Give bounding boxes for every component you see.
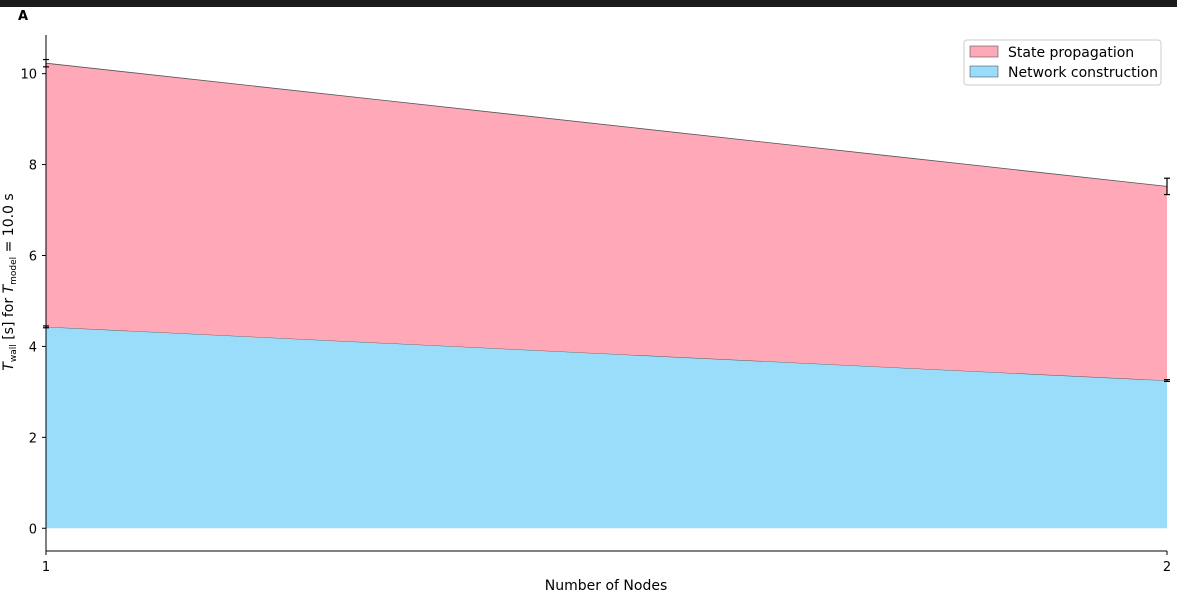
y-tick-label: 4	[29, 340, 37, 355]
y-ticks-group: 0 2 4 6 8 10	[20, 68, 46, 537]
areas-group	[45, 62, 1168, 529]
area-network-construction	[46, 326, 1167, 529]
top-bar	[0, 0, 1177, 7]
legend-label-state-propagation: State propagation	[1008, 45, 1134, 61]
legend-swatch-network-construction	[969, 65, 999, 78]
legend-swatch-state-propagation	[969, 45, 999, 58]
area-edge-state-propagation	[45, 62, 1168, 187]
legend-frame	[963, 39, 1162, 86]
y-tick-label: 8	[29, 159, 37, 174]
axes-group	[45, 35, 1167, 552]
x-axis-label: Number of Nodes	[545, 578, 667, 594]
y-tick-label: 0	[29, 522, 37, 537]
y-tick-label: 6	[29, 249, 37, 264]
y-axis-label: Twall [s] for Tmodel = 10.0 s	[1, 193, 19, 370]
y-tick-label: 10	[20, 68, 37, 83]
area-state-propagation	[46, 63, 1167, 381]
panel-label: A	[18, 9, 29, 24]
x-tick-label: 2	[1163, 560, 1171, 575]
legend-label-network-construction: Network construction	[1008, 65, 1158, 81]
x-tick-label: 1	[42, 560, 50, 575]
legend: State propagation Network construction	[963, 39, 1162, 86]
y-tick-label: 2	[29, 431, 37, 446]
